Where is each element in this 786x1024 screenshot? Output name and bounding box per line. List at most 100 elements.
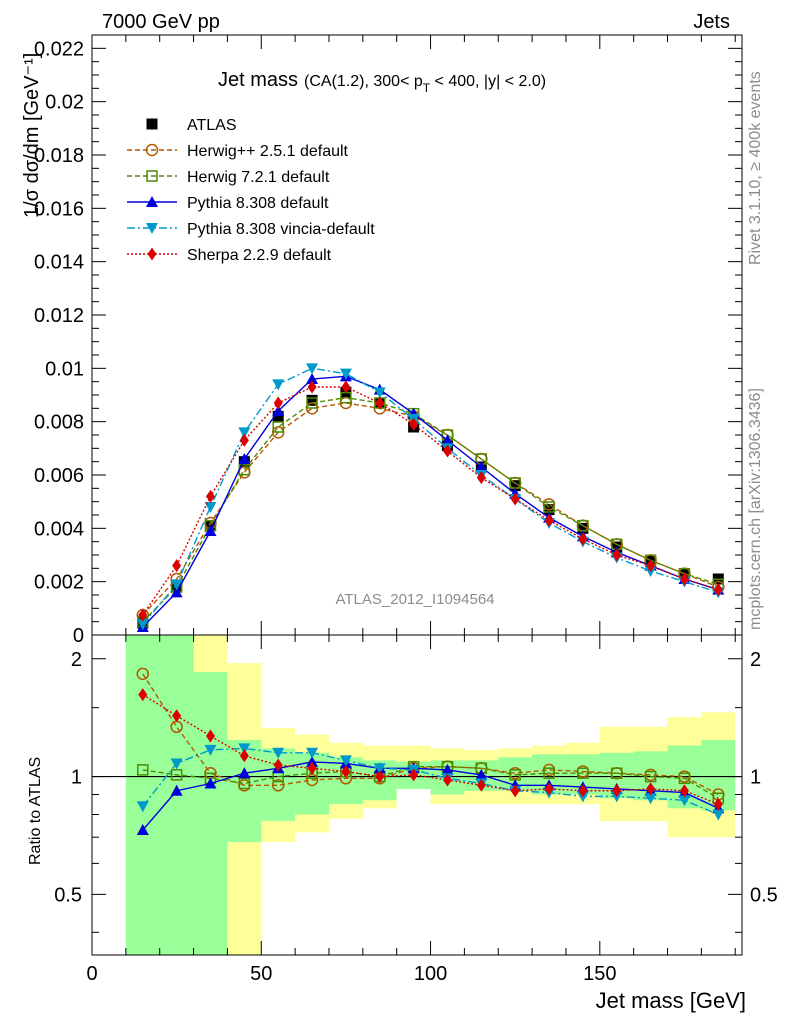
legend: ATLAS Herwig++ 2.5.1 default Herwig 7.2.1 … — [127, 117, 375, 264]
ratio-point-pythia-8-308-default — [170, 784, 183, 796]
title-subtitle-post: < 400, |y| < 2.0) — [430, 73, 546, 90]
ratio-plot-area — [92, 667, 742, 836]
main-x-ticks — [91, 35, 736, 635]
x-axis-label: Jet mass [GeV] — [596, 988, 746, 1013]
legend-marker-atlas — [146, 118, 158, 130]
ratio-point-pythia-8-308-default — [306, 755, 319, 767]
main-point-atlas — [272, 410, 284, 422]
ratio-point-pythia-8-308-vincia-default — [306, 747, 319, 759]
main-y-axis-label: 1/σ dσ/dm [GeV⁻¹] — [21, 53, 43, 218]
main-line-sherpa-2-2-9-default — [142, 386, 719, 616]
main-point-sherpa-2-2-9-default — [138, 608, 148, 622]
main-y-ticks: 0 0.002 0.004 0.006 0.008 0.01 0.012 0.014 0.016… — [34, 38, 742, 647]
ratio-point-sherpa-2-2-9-default — [679, 784, 689, 798]
main-y-tick-label: 0.008 — [34, 412, 84, 434]
main-point-pythia-8-308-vincia-default — [272, 379, 285, 391]
ratio-point-herwig-2-5-1-default — [136, 667, 150, 681]
ratio-point-pythia-8-308-vincia-default — [712, 809, 725, 821]
analysis-id-watermark: ATLAS_2012_I1094564 — [335, 591, 494, 608]
main-y-tick-label: 0.006 — [34, 465, 84, 487]
main-point-sherpa-2-2-9-default — [307, 380, 317, 394]
main-point-atlas — [306, 394, 318, 406]
title-subtitle-pre: (CA(1.2), 300< p — [304, 73, 423, 90]
main-point-herwig-7-2-1-default — [306, 397, 318, 409]
beam-label: 7000 GeV pp — [102, 11, 220, 33]
analysis-type-label: Jets — [693, 11, 730, 33]
main-point-sherpa-2-2-9-default — [442, 444, 452, 458]
ratio-y-tick-label-right: 2 — [750, 649, 761, 671]
main-point-sherpa-2-2-9-default — [273, 396, 283, 410]
main-point-sherpa-2-2-9-default — [341, 380, 351, 394]
main-point-pythia-8-308-default — [170, 586, 183, 598]
legend-label-herwig-7-2-1-default: Herwig 7.2.1 default — [187, 169, 330, 186]
ratio-point-herwig-7-2-1-default — [543, 767, 555, 779]
legend-label-pythia-8-308-vincia-default: Pythia 8.308 vincia-default — [187, 221, 375, 238]
ratio-x-tick-label: 50 — [250, 963, 272, 985]
main-point-pythia-8-308-vincia-default — [339, 368, 352, 380]
main-point-pythia-8-308-vincia-default — [373, 387, 386, 399]
ratio-band-stat — [125, 635, 160, 955]
ratio-point-herwig-2-5-1-default — [271, 779, 285, 792]
ratio-panel: 0.5 0.5 1 1 2 2 0 50 100 150 — [54, 634, 778, 985]
main-y-tick-label: 0.016 — [34, 198, 84, 220]
main-panel: 0 0.002 0.004 0.006 0.008 0.01 0.012 0.014 0.016… — [34, 34, 743, 647]
ratio-y-axis-label: Ratio to ATLAS — [27, 757, 44, 865]
ratio-point-sherpa-2-2-9-default — [375, 770, 385, 784]
ratio-point-herwig-7-2-1-default — [610, 767, 623, 779]
ratio-point-sherpa-2-2-9-default — [612, 784, 622, 798]
ratio-x-ticks: 0 50 100 150 — [86, 635, 736, 985]
main-point-pythia-8-308-vincia-default — [238, 427, 251, 439]
main-point-pythia-8-308-default — [238, 453, 251, 464]
ratio-y-tick-label-right: 0.5 — [750, 884, 778, 906]
main-point-pythia-8-308-vincia-default — [136, 619, 149, 631]
ratio-point-sherpa-2-2-9-default — [578, 784, 588, 798]
ratio-point-pythia-8-308-vincia-default — [136, 801, 149, 813]
main-y-tick-label: 0 — [73, 625, 84, 647]
main-point-sherpa-2-2-9-default — [646, 559, 656, 573]
main-point-pythia-8-308-default — [204, 525, 217, 536]
main-point-pythia-8-308-vincia-default — [170, 579, 183, 591]
ratio-band-stat — [193, 672, 228, 955]
legend-label-herwig-2-5-1-default: Herwig++ 2.5.1 default — [187, 143, 349, 160]
main-y-tick-label: 0.022 — [34, 38, 84, 60]
title-main: Jet mass — [218, 69, 298, 91]
ratio-y-ticks: 0.5 0.5 1 1 2 2 — [54, 649, 778, 933]
main-point-sherpa-2-2-9-default — [578, 532, 588, 546]
mcplots-label: mcplots.cern.ch [arXiv:1306.3436] — [747, 388, 764, 630]
legend-label-sherpa-2-2-9-default: Sherpa 2.2.9 default — [187, 247, 332, 264]
main-point-sherpa-2-2-9-default — [544, 513, 554, 527]
legend-marker-herwig-2-5-1-default — [145, 143, 159, 157]
ratio-point-herwig-7-2-1-default — [678, 772, 691, 785]
ratio-point-herwig-7-2-1-default — [577, 767, 589, 779]
ratio-point-pythia-8-308-vincia-default — [644, 793, 657, 805]
main-point-sherpa-2-2-9-default — [239, 433, 249, 447]
ratio-point-herwig-7-2-1-default — [137, 764, 149, 776]
main-point-pythia-8-308-default — [475, 461, 488, 472]
ratio-point-sherpa-2-2-9-default — [442, 773, 452, 787]
ratio-point-sherpa-2-2-9-default — [138, 688, 148, 702]
ratio-point-herwig-7-2-1-default — [644, 770, 657, 783]
ratio-line-pythia-8-308-default — [142, 761, 719, 831]
ratio-point-pythia-8-308-default — [204, 777, 217, 789]
legend-marker-herwig-7-2-1-default — [146, 170, 158, 182]
main-point-sherpa-2-2-9-default — [409, 417, 419, 431]
main-point-sherpa-2-2-9-default — [612, 548, 622, 562]
ratio-y-tick-label: 2 — [71, 649, 82, 671]
ratio-point-pythia-8-308-vincia-default — [272, 747, 285, 759]
ratio-point-sherpa-2-2-9-default — [341, 765, 351, 779]
ratio-point-sherpa-2-2-9-default — [476, 778, 486, 792]
main-plot-area — [136, 363, 725, 632]
main-point-sherpa-2-2-9-default — [172, 559, 182, 573]
legend-marker-pythia-8-308-vincia-default — [146, 223, 158, 234]
ratio-x-tick-label: 0 — [86, 963, 97, 985]
ratio-point-herwig-7-2-1-default — [238, 777, 251, 790]
legend-marker-sherpa-2-2-9-default — [147, 247, 157, 261]
main-y-tick-label: 0.004 — [34, 518, 84, 540]
legend-marker-pythia-8-308-default — [146, 196, 158, 207]
ratio-point-pythia-8-308-vincia-default — [339, 755, 352, 767]
ratio-point-sherpa-2-2-9-default — [172, 709, 182, 723]
ratio-point-pythia-8-308-vincia-default — [238, 743, 251, 755]
main-point-sherpa-2-2-9-default — [205, 489, 215, 503]
main-point-pythia-8-308-vincia-default — [204, 502, 217, 513]
